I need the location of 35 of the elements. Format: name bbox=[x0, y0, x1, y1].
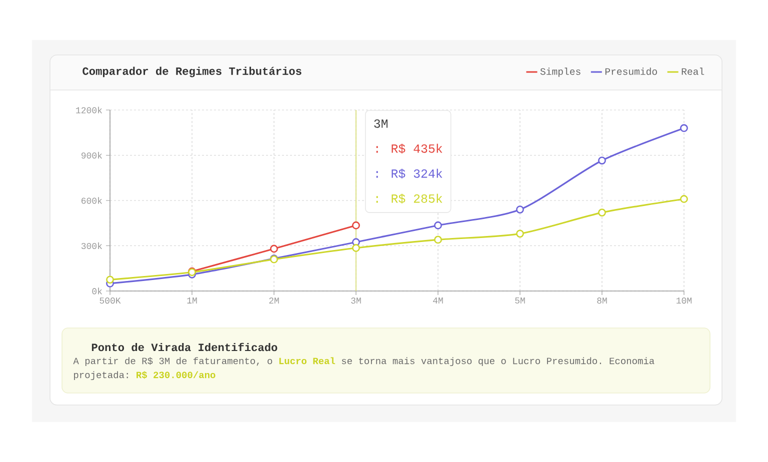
point bbox=[434, 221, 442, 230]
y-tick-label: 0k bbox=[92, 288, 102, 294]
x-tick-label: 2M bbox=[269, 298, 279, 304]
legend-label: Presumido bbox=[605, 68, 657, 75]
text: A partir de R$ 3M de faturamento, o Lucro Real se torna mais vantajoso que o Lucro Presumido. Economia projetada: R$ 230.000/ano bbox=[73, 357, 654, 380]
annotation: : R$ 435k bbox=[376, 144, 442, 154]
y-tick-label: 300k bbox=[81, 242, 102, 250]
point bbox=[516, 206, 524, 214]
x-tick-label: 10M bbox=[676, 298, 692, 304]
x-tick-label: 500K bbox=[100, 298, 121, 304]
legend-label: Simples bbox=[540, 68, 580, 77]
point bbox=[352, 221, 360, 230]
point bbox=[352, 244, 360, 252]
point bbox=[106, 276, 114, 284]
x-tick-label: 4M bbox=[433, 298, 443, 304]
point bbox=[270, 244, 278, 253]
ref-line-label: 3M bbox=[374, 119, 388, 128]
point bbox=[598, 208, 606, 217]
point bbox=[434, 236, 442, 244]
legend-label: Real bbox=[682, 68, 704, 75]
y-tick-label: 600k bbox=[82, 197, 102, 204]
point bbox=[598, 156, 606, 164]
point bbox=[680, 124, 688, 132]
y-tick-label: 900k bbox=[82, 152, 102, 159]
x-tick-label: 3M bbox=[351, 298, 361, 304]
x-tick-label: 1M bbox=[187, 298, 197, 304]
annotation: : R$ 285k bbox=[376, 194, 442, 204]
x-tick-label: 5M bbox=[515, 298, 525, 304]
annotation: : R$ 324k bbox=[376, 168, 442, 179]
point bbox=[680, 195, 688, 203]
text: Ponto de Virada Identificado bbox=[92, 342, 278, 352]
chart-title: Comparador de Regimes Tributários bbox=[82, 66, 302, 78]
y-tick-label: 1200k bbox=[76, 106, 102, 114]
point bbox=[516, 230, 524, 238]
x-tick-label: 8M bbox=[597, 298, 607, 304]
